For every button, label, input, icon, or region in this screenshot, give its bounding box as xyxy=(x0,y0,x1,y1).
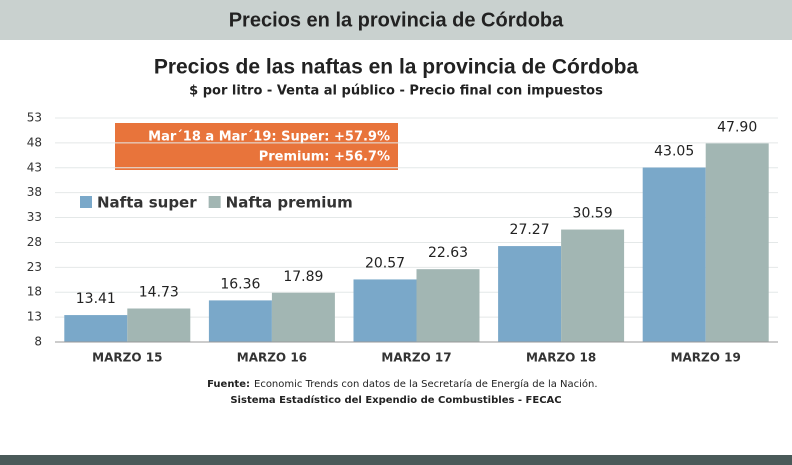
source-line: Sistema Estadístico del Expendio de Comb… xyxy=(230,394,561,406)
value-label: 47.90 xyxy=(717,119,757,135)
source-label: Fuente: xyxy=(207,379,250,390)
y-tick-label: 23 xyxy=(27,260,42,274)
x-tick-label: MARZO 18 xyxy=(526,351,596,365)
x-tick-label: MARZO 15 xyxy=(92,351,162,365)
value-label: 17.89 xyxy=(283,269,323,285)
value-label: 16.36 xyxy=(220,276,260,292)
source-text: Economic Trends con datos de la Secretar… xyxy=(254,378,598,390)
value-label: 20.57 xyxy=(365,255,405,271)
chart-title: Precios de las naftas en la provincia de… xyxy=(154,56,639,79)
legend-swatch xyxy=(208,196,221,208)
value-label: 13.41 xyxy=(76,291,116,307)
x-tick-label: MARZO 16 xyxy=(237,351,307,365)
y-tick-label: 28 xyxy=(27,235,42,249)
value-label: 22.63 xyxy=(428,245,468,261)
y-tick-label: 48 xyxy=(27,135,42,149)
header-bar xyxy=(0,0,792,40)
y-tick-label: 43 xyxy=(27,160,42,174)
y-tick-label: 53 xyxy=(27,111,42,125)
footer-bar xyxy=(0,455,792,465)
header-title: Precios en la provincia de Córdoba xyxy=(229,9,564,31)
chart-subtitle: $ por litro - Venta al público - Precio … xyxy=(189,84,603,99)
bar xyxy=(561,229,625,342)
legend-swatch xyxy=(80,196,92,208)
bar xyxy=(642,167,706,342)
bar xyxy=(353,279,417,342)
annotation: Premium: +56.7% xyxy=(259,150,390,165)
bar xyxy=(271,292,335,342)
bar xyxy=(127,308,191,342)
y-tick-label: 8 xyxy=(34,335,42,349)
bar xyxy=(498,246,562,342)
y-tick-label: 18 xyxy=(27,285,42,299)
value-label: 30.59 xyxy=(573,206,613,222)
bar xyxy=(705,143,769,342)
value-label: 43.05 xyxy=(654,144,694,160)
y-tick-label: 38 xyxy=(27,185,42,199)
annotation: Mar´18 a Mar´19: Super: +57.9% xyxy=(148,130,390,145)
value-label: 27.27 xyxy=(510,222,550,238)
legend-label: Nafta premium xyxy=(226,194,353,212)
legend-label: Nafta super xyxy=(97,194,197,212)
y-tick-label: 13 xyxy=(27,310,42,324)
y-tick-label: 33 xyxy=(27,210,42,224)
bar xyxy=(416,269,480,342)
bar xyxy=(208,300,272,342)
x-tick-label: MARZO 19 xyxy=(671,351,741,365)
value-label: 14.73 xyxy=(139,284,179,300)
x-tick-label: MARZO 17 xyxy=(381,351,451,365)
bar xyxy=(64,315,128,342)
annotation-box xyxy=(115,123,398,170)
